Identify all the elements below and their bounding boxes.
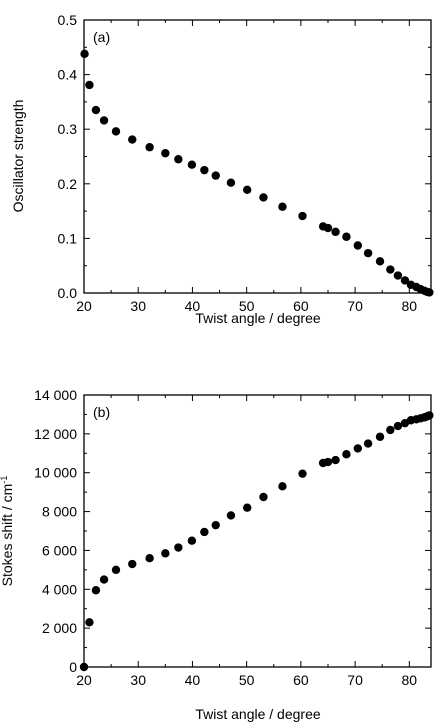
panel-a-data-point <box>243 186 251 194</box>
panel-b-data-point <box>425 411 433 419</box>
panel-a-data-point <box>227 179 235 187</box>
panel-a-data-point <box>112 127 120 135</box>
panel-b-y-axis-title: Stokes shift / cm-1 <box>0 476 15 587</box>
panel-b-data-point <box>188 537 196 545</box>
panel-b-x-ticks: 20 30 40 50 60 70 80 <box>76 395 417 688</box>
panel-a-data-point <box>174 155 182 163</box>
panel-a-data-point <box>364 249 372 257</box>
panel-a-data-point <box>425 288 433 296</box>
panel-b-data-point <box>92 586 100 594</box>
panel-a-data-point <box>200 166 208 174</box>
panel-b-x-tick-label: 30 <box>130 672 146 688</box>
panel-a-data-point <box>188 160 196 168</box>
panel-a-data-point <box>354 241 362 249</box>
panel-a-x-tick-label: 30 <box>130 298 146 314</box>
panel-a-x-axis-title: Twist angle / degree <box>195 310 321 326</box>
panel-b-data-point <box>161 549 169 557</box>
panel-a-data-point <box>92 106 100 114</box>
panel-a-data-point <box>342 233 350 241</box>
panel-a-data-point <box>298 212 306 220</box>
panel-a-y-tick-label: 0.5 <box>58 12 78 28</box>
panel-b-data-point <box>259 493 267 501</box>
panel-a-data-point <box>80 50 88 58</box>
panel-b-y-tick-label: 0 <box>69 659 77 675</box>
panel-a-data-point <box>331 228 339 236</box>
panel-b-x-tick-label: 60 <box>293 672 309 688</box>
panel-a-data-point <box>278 203 286 211</box>
panel-a-data-point <box>394 271 402 279</box>
panel-b-y-tick-label: 14 000 <box>34 387 77 403</box>
panel-a-data-point <box>161 149 169 157</box>
panel-b-data-point <box>145 554 153 562</box>
panel-b: 20 30 40 50 60 70 80 0 2 000 4 000 6 000 8 000 10 0… <box>0 387 434 722</box>
panel-a-x-tick-label: 20 <box>76 298 92 314</box>
panel-b-y-tick-label: 8 000 <box>42 504 77 520</box>
panel-a-plot-frame <box>84 20 431 293</box>
panel-a-y-axis-title-main: Oscillator strength <box>10 100 26 213</box>
panel-b-y-tick-label: 6 000 <box>42 542 77 558</box>
panel-a-y-tick-label: 0.3 <box>58 121 78 137</box>
panel-b-data-point <box>174 543 182 551</box>
panel-a-data-point <box>212 171 220 179</box>
panel-b-data-point <box>324 458 332 466</box>
panel-b-x-tick-label: 20 <box>76 672 92 688</box>
panel-a-y-tick-label: 0.0 <box>58 285 78 301</box>
panel-b-y-tick-label: 10 000 <box>34 465 77 481</box>
panel-a-markers <box>80 50 433 297</box>
panel-a-y-axis-title: Oscillator strength <box>10 100 26 213</box>
panel-b-data-point <box>342 450 350 458</box>
panel-b-data-point <box>278 482 286 490</box>
panel-a-data-point <box>145 143 153 151</box>
panel-b-data-point <box>354 444 362 452</box>
panel-a-y-tick-label: 0.1 <box>58 230 78 246</box>
panel-a-x-tick-label: 70 <box>347 298 363 314</box>
panel-b-x-tick-label: 70 <box>347 672 363 688</box>
panel-a-x-tick-label: 80 <box>402 298 418 314</box>
panel-b-data-point <box>112 566 120 574</box>
panel-b-data-point <box>386 426 394 434</box>
panel-b-x-tick-label: 40 <box>185 672 201 688</box>
panel-b-markers <box>80 411 434 671</box>
panel-b-data-point <box>376 433 384 441</box>
panel-b-y-axis-title-main: Stokes shift / cm <box>0 484 15 587</box>
panel-b-data-point <box>128 560 136 568</box>
panel-a-data-point <box>376 257 384 265</box>
panel-b-data-point <box>200 528 208 536</box>
panel-a-y-ticks: 0.0 0.1 0.2 0.3 0.4 0.5 <box>58 12 431 301</box>
panel-b-x-tick-label: 50 <box>239 672 255 688</box>
panel-b-x-tick-label: 80 <box>402 672 418 688</box>
panel-b-y-ticks: 0 2 000 4 000 6 000 8 000 10 000 12 000 14 000 <box>34 387 431 675</box>
panel-a-data-point <box>128 135 136 143</box>
panel-b-data-point <box>243 503 251 511</box>
panel-b-data-point <box>85 618 93 626</box>
panel-b-data-point <box>331 456 339 464</box>
panel-a-data-point <box>324 224 332 232</box>
panel-a: 20 30 40 50 60 70 80 0.00.10.20.30.40.5 (a) Tw… <box>10 12 434 326</box>
panel-a-y-tick-label: 0.4 <box>58 67 78 83</box>
panel-b-data-point <box>227 511 235 519</box>
panel-b-data-point <box>212 521 220 529</box>
panel-b-label: (b) <box>93 404 110 420</box>
panel-a-data-point <box>100 116 108 124</box>
panel-a-data-point <box>85 81 93 89</box>
panel-b-y-tick-label: 12 000 <box>34 426 77 442</box>
panel-a-x-ticks: 20 30 40 50 60 70 80 <box>76 20 417 314</box>
panel-a-data-point <box>386 265 394 273</box>
panel-b-y-tick-label: 2 000 <box>42 620 77 636</box>
panel-a-y-tick-label: 0.2 <box>58 176 78 192</box>
panel-b-x-axis-title: Twist angle / degree <box>195 706 321 722</box>
panel-b-data-point <box>364 439 372 447</box>
panel-a-label: (a) <box>93 29 110 45</box>
panel-b-y-tick-label: 4 000 <box>42 581 77 597</box>
panel-b-data-point <box>80 663 88 671</box>
panel-b-y-axis-title-superscript: -1 <box>0 476 9 484</box>
panel-a-data-point <box>259 193 267 201</box>
panel-b-data-point <box>298 469 306 477</box>
panel-b-data-point <box>100 575 108 583</box>
